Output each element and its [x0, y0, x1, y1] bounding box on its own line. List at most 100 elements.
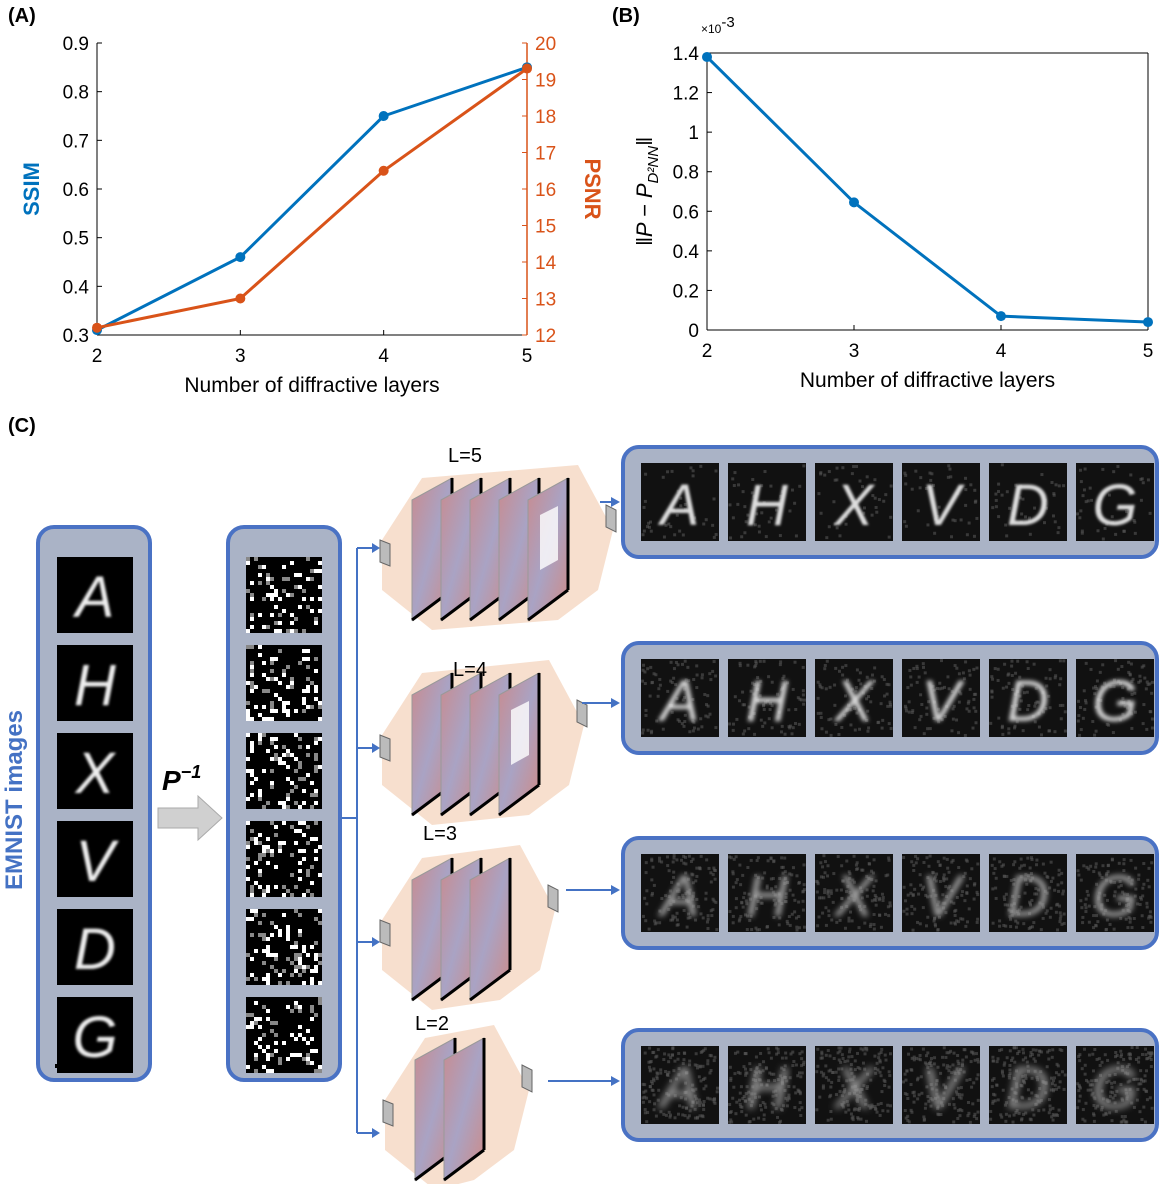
speckle: [825, 731, 828, 734]
speckle: [1058, 683, 1061, 686]
noise-pixel: [254, 909, 258, 913]
noise-pixel: [306, 685, 310, 689]
speckle: [827, 1079, 830, 1082]
speckle: [1138, 675, 1141, 678]
noise-pixel: [310, 1049, 314, 1053]
speckle: [882, 500, 885, 503]
speckle: [948, 468, 951, 471]
noise-pixel: [246, 857, 250, 861]
noise-pixel: [274, 621, 278, 625]
noise-pixel: [294, 785, 298, 789]
noise-pixel: [266, 1045, 270, 1049]
speckle: [643, 506, 646, 509]
noise-pixel: [298, 877, 302, 881]
noise-pixel: [270, 965, 274, 969]
speckle: [946, 1051, 949, 1054]
speckle: [910, 912, 913, 915]
speckle: [1056, 928, 1059, 931]
noise-pixel: [290, 681, 294, 685]
speckle: [913, 908, 916, 911]
speckle: [738, 919, 741, 922]
speckle: [1082, 1108, 1085, 1111]
speckle: [1012, 1121, 1015, 1124]
noise-pixel: [302, 657, 306, 661]
speckle: [794, 708, 797, 711]
noise-pixel: [250, 613, 254, 617]
speckle: [710, 880, 713, 883]
speckle: [793, 502, 796, 505]
speckle: [1148, 885, 1151, 888]
noise-pixel: [290, 853, 294, 857]
speckle: [863, 1047, 866, 1050]
speckle: [1063, 1088, 1066, 1091]
speckle: [977, 1073, 980, 1076]
speckle: [826, 864, 829, 867]
speckle: [1051, 1048, 1054, 1051]
speckle: [642, 533, 645, 536]
speckle: [784, 1052, 787, 1055]
speckle: [879, 1114, 882, 1117]
noise-pixel: [314, 689, 318, 693]
speckle: [824, 860, 827, 863]
noise-pixel: [314, 685, 318, 689]
detector: [380, 920, 390, 946]
noise-pixel: [262, 805, 266, 809]
speckle: [966, 920, 969, 923]
speckle: [873, 478, 876, 481]
noise-pixel: [258, 873, 262, 877]
noise-pixel: [302, 849, 306, 853]
speckle: [817, 681, 820, 684]
y-tick-label: 0.8: [673, 163, 699, 184]
noise-pixel: [266, 849, 270, 853]
scale-bar: [55, 1064, 67, 1068]
speckle: [644, 919, 647, 922]
speckle: [877, 1103, 880, 1106]
detector: [606, 505, 616, 532]
speckle: [707, 914, 710, 917]
noise-pixel: [318, 717, 322, 721]
noise-pixel: [246, 757, 250, 761]
speckle: [1150, 1065, 1153, 1068]
speckle: [826, 660, 829, 663]
speckle: [1087, 868, 1090, 871]
speckle: [710, 914, 713, 917]
noise-pixel: [294, 829, 298, 833]
noise-pixel: [290, 1033, 294, 1037]
noise-pixel: [270, 717, 274, 721]
speckle: [827, 1119, 830, 1122]
speckle: [734, 1112, 737, 1115]
noise-pixel: [266, 577, 270, 581]
speckle: [969, 1078, 972, 1081]
speckle: [960, 1109, 963, 1112]
noise-pixel: [302, 701, 306, 705]
noise-pixel: [262, 705, 266, 709]
noise-pixel: [266, 981, 270, 985]
speckle: [1051, 1107, 1054, 1110]
speckle: [643, 897, 646, 900]
speckle: [708, 672, 711, 675]
speckle: [641, 680, 644, 683]
noise-pixel: [282, 609, 286, 613]
speckle: [1080, 480, 1083, 483]
noise-pixel: [302, 893, 306, 897]
noise-pixel: [282, 701, 286, 705]
speckle: [714, 901, 717, 904]
speckle: [910, 905, 913, 908]
noise-pixel: [310, 705, 314, 709]
marker: [702, 52, 712, 62]
speckle: [714, 675, 717, 678]
speckle: [825, 924, 828, 927]
speckle: [644, 1052, 647, 1055]
speckle: [788, 915, 791, 918]
speckle: [1001, 1070, 1004, 1073]
speckle: [816, 890, 819, 893]
speckle: [888, 1070, 891, 1073]
noise-pixel: [306, 605, 310, 609]
noise-pixel: [290, 677, 294, 681]
noise-pixel: [274, 593, 278, 597]
speckle: [735, 718, 738, 721]
speckle: [905, 709, 908, 712]
speckle: [912, 864, 915, 867]
noise-pixel: [298, 1025, 302, 1029]
speckle: [709, 1054, 712, 1057]
